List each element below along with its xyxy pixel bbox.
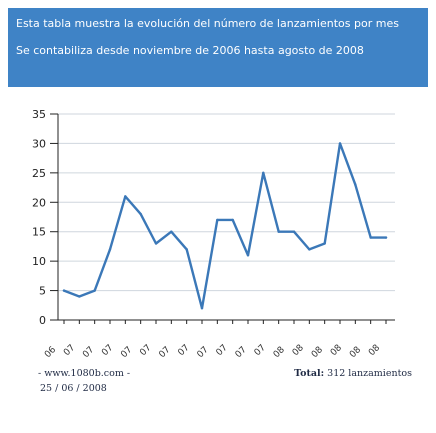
data-point [384,236,388,239]
total-value: 312 lanzamientos [327,368,412,379]
x-tick-label: 08 [291,343,306,358]
x-tick-label: 07 [62,343,77,358]
source-site-link[interactable]: www.1080b.com [44,368,124,379]
x-tick-label: 07 [196,345,211,360]
data-point [170,230,173,233]
data-point [338,142,342,145]
x-tick-label: 08 [329,343,344,358]
data-point [246,254,250,257]
x-tick-label: 07 [138,343,153,358]
x-tick-label: 07 [157,345,172,360]
x-tick-label: 07 [253,343,268,358]
data-point [308,248,311,251]
data-point [323,242,326,245]
y-tick-label: 30 [32,137,46,150]
y-tick-label: 15 [32,226,46,239]
y-tick-label: 35 [32,108,46,121]
data-point [354,183,357,186]
y-tick-label: 25 [32,167,46,180]
y-tick-label: 5 [39,285,46,298]
x-tick-label: 07 [215,343,230,358]
footer-source: - www.1080b.com - 25 / 06 / 2008 [38,368,131,394]
data-point [277,230,280,233]
chart-description-header: Esta tabla muestra la evolución del núme… [8,8,428,87]
y-tick-label: 20 [32,196,46,209]
description-line-1: Esta tabla muestra la evolución del núme… [16,17,399,30]
total-label: Total: [294,368,325,379]
data-series-line [62,142,388,310]
x-tick-label: 08 [272,345,287,360]
x-tick-label: 07 [100,343,115,358]
data-point [185,248,188,251]
x-tick-label: 07 [176,343,191,358]
x-tick-label: 07 [234,345,249,360]
description-line-2: Se contabiliza desde noviembre de 2006 h… [16,44,364,57]
data-point [93,289,96,292]
data-point [139,212,142,216]
data-point [231,218,234,222]
y-tick-label: 10 [32,255,46,268]
data-point [78,295,81,298]
data-point [262,171,265,175]
x-tick-label: 07 [81,345,96,360]
data-point [154,242,158,245]
data-point [216,218,219,222]
y-tick-label: 0 [39,314,46,327]
data-point [369,236,372,239]
data-point [108,248,112,251]
x-tick-label: 08 [367,343,382,358]
data-point [62,289,66,292]
footer-total: Total: 312 lanzamientos [294,368,412,379]
x-tick-label: 08 [310,345,325,360]
data-point [124,195,127,198]
x-tick-label: 08 [348,345,363,360]
x-tick-label: 07 [119,345,134,360]
x-tick-label: 06 [43,345,58,360]
data-point [200,307,204,310]
data-point [292,230,296,233]
footer-date: 25 / 06 / 2008 [40,383,107,394]
